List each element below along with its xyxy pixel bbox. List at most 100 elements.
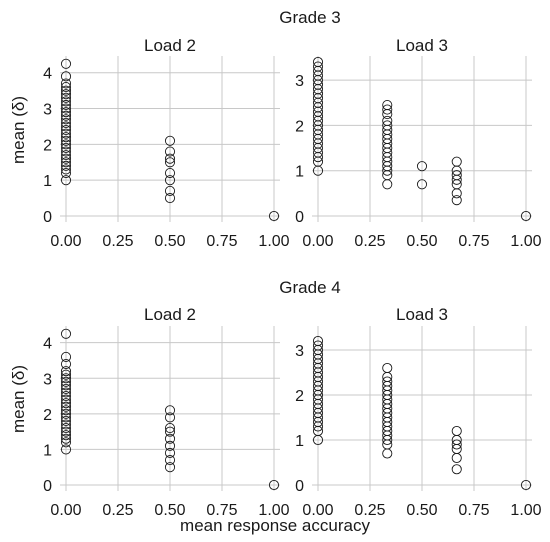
data-point [60,153,72,164]
x-tick-label: 1.00 [510,502,541,519]
data-point [382,104,393,115]
y-tick-label: 1 [43,442,52,459]
x-tick-label: 0.00 [50,233,81,250]
x-tick-label: 0.75 [458,502,489,519]
data-point [60,114,72,125]
y-tick-label: 3 [43,371,52,388]
data-point [60,426,72,437]
data-point [164,167,176,179]
data-point [164,185,176,196]
data-point [60,430,72,441]
x-tick-label: 0.25 [102,502,133,519]
data-point [416,179,428,190]
data-point [164,146,176,157]
data-point [60,369,72,380]
y-tick-label: 4 [43,66,52,83]
data-point [60,376,72,387]
y-tick-label: 1 [295,164,304,181]
y-tick-label: 3 [43,102,52,119]
data-point [60,444,72,455]
data-point [312,165,324,176]
panel-1: 0.00 0.25 0.50 0.75 1.00 0 1 2 3 4 [43,56,290,250]
data-point [60,175,72,186]
x-tick-label: 0.25 [354,502,385,519]
x-tick-label: 0.25 [354,233,385,250]
data-point [60,390,72,402]
data-point [451,156,462,167]
panel-title-grade4-load2: Load 2 [144,305,196,324]
data-point [60,373,72,384]
data-point [60,78,72,89]
data-point [164,426,176,437]
x-tick-label: 0.75 [458,233,489,250]
panel-4: 0.00 0.25 0.50 0.75 1.00 0 1 2 3 [295,326,542,519]
data-point [451,174,462,185]
y-tick-label: 1 [43,173,52,190]
data-point [60,103,72,114]
x-tick-label: 0.50 [154,233,185,250]
data-point [451,425,462,437]
data-point [416,161,428,172]
data-point [382,165,393,176]
data-point [164,135,176,146]
data-point [60,167,72,179]
y-tick-label: 2 [295,118,304,135]
data-point [60,139,72,150]
panel-2: 0.00 0.25 0.50 0.75 1.00 0 1 2 3 [295,56,542,250]
data-point [451,439,462,450]
data-point [164,440,176,451]
data-point [60,89,72,100]
data-point [312,434,324,446]
data-point [60,99,72,111]
x-tick-label: 1.00 [258,502,289,519]
data-point [451,188,462,199]
data-point [60,328,72,339]
data-point [164,455,176,466]
data-point [164,193,176,204]
data-point [164,157,176,168]
data-point [60,433,72,444]
panel-title-grade3-load3: Load 3 [396,36,448,55]
data-point [60,437,72,448]
data-point [520,210,532,222]
data-point [60,387,72,398]
data-point [382,109,393,120]
data-point [312,421,324,432]
y-tick-label: 0 [295,478,304,495]
data-point [60,121,72,132]
x-tick-label: 0.75 [206,502,237,519]
data-point [60,401,72,412]
data-point [268,210,280,222]
data-point [60,92,72,103]
data-point [60,423,72,434]
data-point [60,366,72,377]
y-tick-label: 2 [43,137,52,154]
data-point [451,452,462,464]
data-point [60,128,72,139]
data-point [60,394,72,405]
data-point [60,405,72,416]
data-point [60,164,72,175]
data-point [164,462,176,473]
data-point [268,479,280,491]
data-point [164,412,176,423]
data-point [451,195,462,206]
data-point [382,362,393,374]
y-tick-label: 3 [295,73,304,90]
data-point [451,464,462,475]
data-point [164,433,176,444]
x-tick-label: 0.50 [406,233,437,250]
data-point [60,110,72,121]
x-tick-label: 0.25 [102,233,133,250]
x-tick-label: 0.00 [302,233,333,250]
data-point [60,408,72,419]
x-tick-label: 1.00 [258,233,289,250]
data-point [60,132,72,143]
x-tick-label: 0.50 [154,502,185,519]
data-point [60,415,72,427]
data-point [60,82,72,93]
panel-title-grade4-load3: Load 3 [396,305,448,324]
data-point [164,423,176,434]
panel-title-grade3-load2: Load 2 [144,36,196,55]
data-point [60,412,72,423]
